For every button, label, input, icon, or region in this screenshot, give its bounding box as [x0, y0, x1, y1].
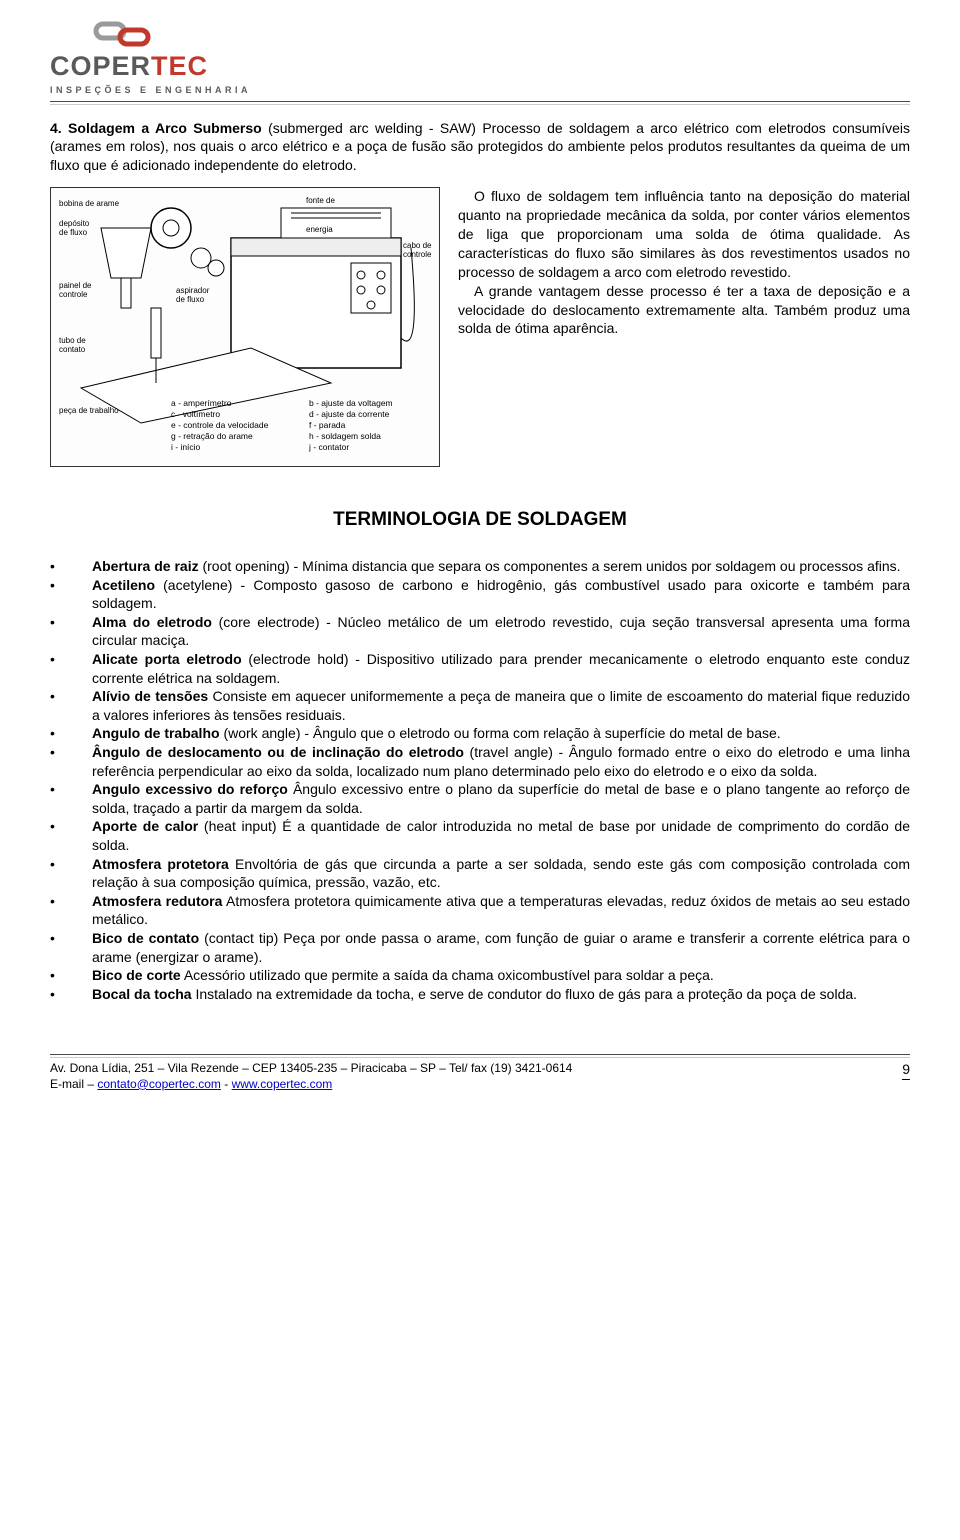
svg-text:e - controle da velocidade: e - controle da velocidade — [171, 420, 269, 430]
term-item: Atmosfera redutora Atmosfera protetora q… — [50, 892, 910, 929]
term-name: Acetileno — [92, 577, 155, 593]
page-number: 9 — [902, 1060, 910, 1081]
term-name: Aporte de calor — [92, 818, 198, 834]
term-item: Bico de contato (contact tip) Peça por o… — [50, 929, 910, 966]
term-definition: (contact tip) Peça por onde passa o aram… — [92, 930, 910, 965]
side-text: O fluxo de soldagem tem influência tanto… — [458, 187, 910, 467]
svg-text:controle: controle — [403, 250, 432, 259]
svg-text:controle: controle — [59, 290, 88, 299]
side-para-1: O fluxo de soldagem tem influência tanto… — [458, 187, 910, 281]
logo-text-prefix: COPER — [50, 51, 151, 81]
svg-text:c - voltímetro: c - voltímetro — [171, 409, 220, 419]
svg-text:energia: energia — [306, 225, 333, 234]
svg-text:de fluxo: de fluxo — [176, 295, 205, 304]
terminology-list: Abertura de raiz (root opening) - Mínima… — [50, 557, 910, 1004]
footer-rule — [50, 1054, 910, 1055]
logo-subtitle: INSPEÇÕES E ENGENHARIA — [50, 84, 910, 96]
svg-text:cabo de: cabo de — [403, 241, 432, 250]
svg-text:tubo de: tubo de — [59, 336, 86, 345]
logo: COPERTEC INSPEÇÕES E ENGENHARIA — [50, 20, 910, 97]
header-rule — [50, 101, 910, 102]
terminology-title: TERMINOLOGIA DE SOLDAGEM — [50, 507, 910, 533]
svg-text:i - início: i - início — [171, 442, 201, 452]
intro-paragraph: 4. Soldagem a Arco Submerso (submerged a… — [50, 119, 910, 176]
term-name: Alicate porta eletrodo — [92, 651, 242, 667]
term-definition: Acessório utilizado que permite a saída … — [181, 967, 714, 983]
svg-text:g - retração do arame: g - retração do arame — [171, 431, 253, 441]
footer-sep: - — [221, 1077, 232, 1091]
term-name: Ângulo de deslocamento ou de inclinação … — [92, 744, 464, 760]
term-name: Atmosfera protetora — [92, 856, 229, 872]
term-definition: (core electrode) - Núcleo metálico de um… — [92, 614, 910, 649]
svg-text:de fluxo: de fluxo — [59, 228, 88, 237]
term-definition: (root opening) - Mínima distancia que se… — [199, 558, 901, 574]
term-name: Bico de corte — [92, 967, 181, 983]
term-item: Alívio de tensões Consiste em aquecer un… — [50, 687, 910, 724]
svg-text:j - contator: j - contator — [308, 442, 349, 452]
side-para-2: A grande vantagem desse processo é ter a… — [458, 282, 910, 339]
term-item: Alicate porta eletrodo (electrode hold) … — [50, 650, 910, 687]
svg-text:a - amperímetro: a - amperímetro — [171, 398, 232, 408]
svg-text:depósito: depósito — [59, 219, 90, 228]
term-item: Atmosfera protetora Envoltória de gás qu… — [50, 855, 910, 892]
term-name: Angulo excessivo do reforço — [92, 781, 288, 797]
saw-diagram-figure: bobina de arame depósito de fluxo painel… — [50, 187, 440, 467]
term-definition: Instalado na extremidade da tocha, e ser… — [192, 986, 857, 1002]
term-item: Bico de corte Acessório utilizado que pe… — [50, 966, 910, 985]
svg-text:d - ajuste da corrente: d - ajuste da corrente — [309, 409, 390, 419]
logo-text-suffix: TEC — [151, 51, 208, 81]
term-item: Bocal da tocha Instalado na extremidade … — [50, 985, 910, 1004]
term-item: Abertura de raiz (root opening) - Mínima… — [50, 557, 910, 576]
svg-text:contato: contato — [59, 345, 86, 354]
logo-chain-icon — [90, 20, 160, 48]
term-name: Abertura de raiz — [92, 558, 199, 574]
header-rule-light — [50, 104, 910, 105]
term-definition: (work angle) - Ângulo que o eletrodo ou … — [220, 725, 781, 741]
svg-text:aspirador: aspirador — [176, 286, 210, 295]
footer-email-link[interactable]: contato@copertec.com — [97, 1077, 221, 1091]
svg-text:b - ajuste da voltagem: b - ajuste da voltagem — [309, 398, 393, 408]
term-name: Bocal da tocha — [92, 986, 192, 1002]
term-name: Bico de contato — [92, 930, 199, 946]
term-item: Angulo de trabalho (work angle) - Ângulo… — [50, 724, 910, 743]
svg-text:f - parada: f - parada — [309, 420, 346, 430]
term-name: Alívio de tensões — [92, 688, 208, 704]
svg-text:bobina de arame: bobina de arame — [59, 199, 120, 208]
term-name: Alma do eletrodo — [92, 614, 212, 630]
term-name: Angulo de trabalho — [92, 725, 220, 741]
intro-heading: 4. Soldagem a Arco Submerso — [50, 120, 262, 136]
svg-text:h - soldagem solda: h - soldagem solda — [309, 431, 381, 441]
footer-email-label: E-mail – — [50, 1077, 97, 1091]
term-definition: (acetylene) - Composto gasoso de carbono… — [92, 577, 910, 612]
svg-text:peça de trabalho: peça de trabalho — [59, 406, 119, 415]
footer-address: Av. Dona Lídia, 251 – Vila Rezende – CEP… — [50, 1060, 572, 1076]
svg-text:fonte de: fonte de — [306, 196, 335, 205]
term-definition: (heat input) É a quantidade de calor int… — [92, 818, 910, 853]
svg-text:painel de: painel de — [59, 281, 92, 290]
page-header: COPERTEC INSPEÇÕES E ENGENHARIA — [50, 20, 910, 105]
saw-diagram-svg: bobina de arame depósito de fluxo painel… — [51, 188, 439, 466]
term-definition: Consiste em aquecer uniformemente a peça… — [92, 688, 910, 723]
footer: Av. Dona Lídia, 251 – Vila Rezende – CEP… — [50, 1054, 910, 1092]
term-item: Aporte de calor (heat input) É a quantid… — [50, 817, 910, 854]
footer-rule-light — [50, 1057, 910, 1058]
term-item: Ângulo de deslocamento ou de inclinação … — [50, 743, 910, 780]
term-item: Acetileno (acetylene) - Composto gasoso … — [50, 576, 910, 613]
term-item: Angulo excessivo do reforço Ângulo exces… — [50, 780, 910, 817]
footer-url-link[interactable]: www.copertec.com — [232, 1077, 333, 1091]
term-item: Alma do eletrodo (core electrode) - Núcl… — [50, 613, 910, 650]
term-name: Atmosfera redutora — [92, 893, 222, 909]
